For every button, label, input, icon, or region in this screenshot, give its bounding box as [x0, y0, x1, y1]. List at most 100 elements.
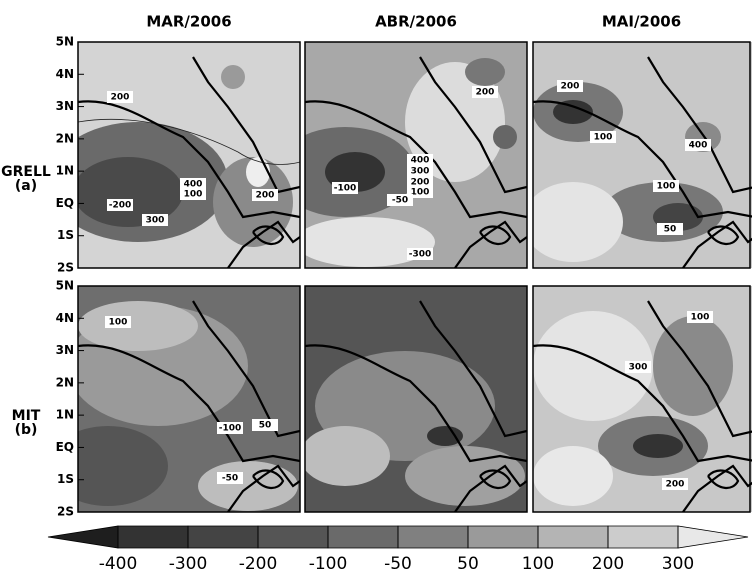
- colorbar-label: 50: [457, 554, 479, 574]
- contour-label-bg: [653, 180, 679, 192]
- lat-label: 4N: [56, 67, 74, 81]
- row-name: GRELL: [1, 164, 51, 180]
- contour-label-bg: [590, 131, 616, 143]
- contour-label: 400: [689, 141, 708, 151]
- contour-label-bg: [142, 214, 168, 226]
- map-panel: [305, 42, 527, 268]
- contour-label: 100: [411, 188, 430, 198]
- lat-label: 1N: [56, 164, 74, 178]
- lat-label: 2S: [57, 261, 74, 275]
- map-panel: [533, 286, 752, 512]
- row-letter: (a): [15, 178, 37, 194]
- lat-label: 2S: [57, 505, 74, 519]
- colorbar-label: -50: [384, 554, 412, 574]
- contour-label-bg: [625, 361, 651, 373]
- column-title: ABR/2006: [375, 13, 457, 31]
- contour-label-bg: [407, 154, 433, 166]
- map-panel: [305, 286, 527, 512]
- map-panel: [78, 42, 300, 268]
- contour-label-bg: [472, 86, 498, 98]
- colorbar-label: 300: [662, 554, 694, 574]
- contour-label: -300: [409, 250, 432, 260]
- contour-label: -100: [219, 424, 242, 434]
- contour-label-bg: [107, 91, 133, 103]
- contour-label: 50: [259, 421, 272, 431]
- contour-label-bg: [180, 188, 206, 200]
- colorbar-segment: [187, 525, 259, 549]
- colorbar-label: -300: [169, 554, 208, 574]
- contour-label-bg: [217, 472, 243, 484]
- contour-label: 400: [184, 180, 203, 190]
- contour-label-bg: [252, 189, 278, 201]
- colorbar-segment: [397, 525, 469, 549]
- lat-label: 3N: [56, 343, 74, 357]
- contour-label: 200: [666, 480, 685, 490]
- contour-label: -200: [109, 201, 132, 211]
- contour-label: 300: [411, 167, 430, 177]
- contour-label-bg: [252, 419, 278, 431]
- map-panel: [533, 42, 752, 268]
- contour-label-bg: [687, 311, 713, 323]
- contour-label: 200: [411, 178, 430, 188]
- column-title: MAR/2006: [146, 13, 231, 31]
- contour-label-bg: [332, 182, 358, 194]
- contour-label-bg: [407, 248, 433, 260]
- lat-label: 2N: [56, 375, 74, 389]
- panel-frames: [77, 41, 751, 513]
- row-name: MIT: [12, 408, 41, 424]
- lat-label: EQ: [56, 440, 74, 454]
- colorbar-label: 200: [592, 554, 624, 574]
- lat-label: 1S: [57, 472, 74, 486]
- map-panel: [78, 286, 300, 512]
- contour-label: 200: [111, 93, 130, 103]
- colorbar-segment: [47, 525, 119, 549]
- contour-label-bg: [217, 422, 243, 434]
- colorbar-segment: [537, 525, 609, 549]
- row-letter: (b): [15, 422, 38, 438]
- contour-label: 100: [109, 318, 128, 328]
- contour-label: 100: [184, 190, 203, 200]
- contour-label-bg: [387, 194, 413, 206]
- contour-label: 400: [411, 156, 430, 166]
- colorbar-segment: [327, 525, 399, 549]
- contour-label-bg: [180, 178, 206, 190]
- contour-label: -100: [334, 184, 357, 194]
- contour-label: 200: [256, 191, 275, 201]
- contour-label: 200: [476, 88, 495, 98]
- contour-label-bg: [407, 176, 433, 188]
- contour-label-bg: [407, 165, 433, 177]
- colorbar-segment: [467, 525, 539, 549]
- lat-label: 3N: [56, 99, 74, 113]
- colorbar-label: -400: [99, 554, 138, 574]
- contour-label: 50: [664, 225, 677, 235]
- lat-label: EQ: [56, 196, 74, 210]
- lat-label: 1S: [57, 228, 74, 242]
- column-title: MAI/2006: [602, 13, 681, 31]
- contour-label: -50: [222, 474, 238, 484]
- contour-label-bg: [657, 223, 683, 235]
- colorbar-segment: [677, 525, 749, 549]
- contour-label: 300: [629, 363, 648, 373]
- contour-label-bg: [407, 186, 433, 198]
- contour-label-bg: [557, 80, 583, 92]
- contour-label-bg: [662, 478, 688, 490]
- lat-label: 5N: [56, 35, 74, 49]
- contour-label-bg: [685, 139, 711, 151]
- colorbar-segment: [117, 525, 189, 549]
- contour-label: -50: [392, 196, 408, 206]
- lat-label: 1N: [56, 408, 74, 422]
- colorbar-segment: [607, 525, 679, 549]
- colorbar-label: -100: [309, 554, 348, 574]
- contour-label: 200: [561, 82, 580, 92]
- contour-label-bg: [107, 199, 133, 211]
- colorbar-label: 100: [522, 554, 554, 574]
- contour-label: 300: [146, 216, 165, 226]
- contour-label: 100: [657, 182, 676, 192]
- contour-label: 100: [594, 133, 613, 143]
- colorbar-label: -200: [239, 554, 278, 574]
- contour-label: 100: [691, 313, 710, 323]
- lat-label: 4N: [56, 311, 74, 325]
- colorbar-segment: [257, 525, 329, 549]
- lat-label: 2N: [56, 131, 74, 145]
